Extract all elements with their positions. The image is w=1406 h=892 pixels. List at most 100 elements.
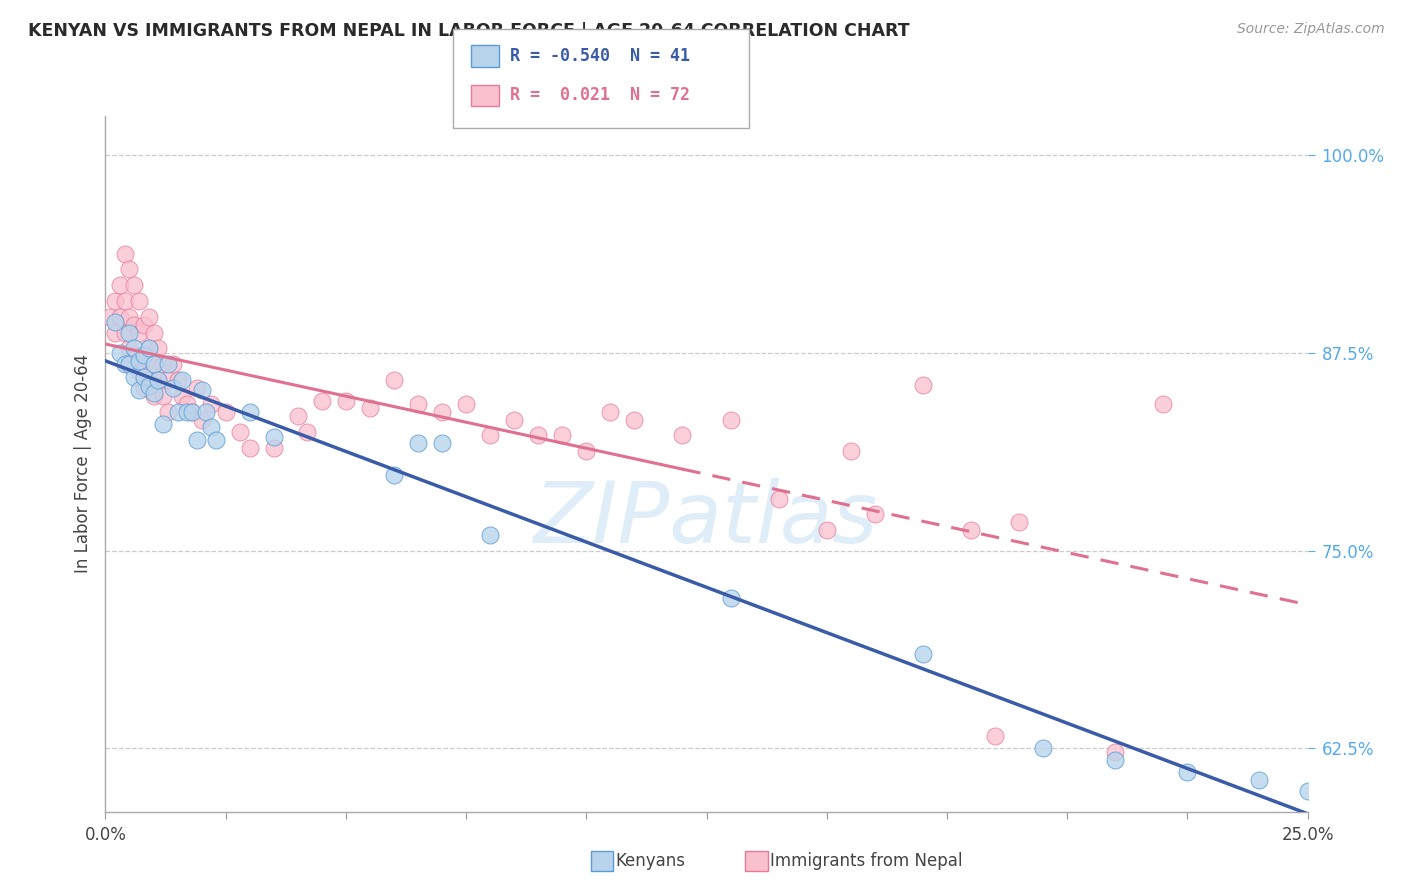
Point [671,428,693,442]
Point [162,381,184,395]
Point [124,278,146,293]
Point [229,425,252,440]
Point [108,346,131,360]
Point [186,433,208,447]
Point [128,354,150,368]
Point [114,326,136,340]
Point [551,428,574,442]
Point [911,377,934,392]
Point [166,404,188,418]
Text: Immigrants from Nepal: Immigrants from Nepal [770,852,963,870]
Point [768,491,790,506]
Text: KENYAN VS IMMIGRANTS FROM NEPAL IN LABOR FORCE | AGE 20-64 CORRELATION CHART: KENYAN VS IMMIGRANTS FROM NEPAL IN LABOR… [28,22,910,40]
Point [114,246,136,260]
Point [503,412,526,426]
Point [172,389,194,403]
Point [205,433,228,447]
Point [839,444,862,458]
Point [118,357,141,371]
Point [152,389,174,403]
Point [863,508,886,522]
Point [1152,397,1174,411]
Point [152,417,174,432]
Point [138,342,160,356]
Y-axis label: In Labor Force | Age 20-64: In Labor Force | Age 20-64 [73,354,91,574]
Point [479,428,502,442]
Point [1032,741,1054,756]
Point [172,373,194,387]
Point [263,430,285,444]
Point [138,379,160,393]
Point [382,373,405,387]
Point [128,293,150,308]
Point [1249,773,1271,788]
Point [156,404,179,418]
Point [287,409,309,424]
Point [142,326,165,340]
Point [124,369,146,384]
Point [1008,516,1031,530]
Point [200,397,222,411]
Point [124,342,146,356]
Text: R = -0.540  N = 41: R = -0.540 N = 41 [510,47,690,65]
Point [162,357,184,371]
Point [114,293,136,308]
Text: ZIPatlas: ZIPatlas [534,478,879,561]
Point [128,383,150,397]
Point [108,310,131,324]
Point [148,373,170,387]
Point [195,404,218,418]
Point [156,357,179,371]
Point [181,404,204,418]
Point [118,262,141,277]
Point [430,404,453,418]
Point [118,310,141,324]
Point [132,348,155,362]
Point [128,326,150,340]
Point [297,425,319,440]
Point [1104,745,1126,759]
Point [190,412,212,426]
Text: Kenyans: Kenyans [616,852,686,870]
Point [118,326,141,340]
Point [960,523,983,537]
Point [132,357,155,371]
Point [176,397,198,411]
Point [214,404,236,418]
Text: Source: ZipAtlas.com: Source: ZipAtlas.com [1237,22,1385,37]
Point [138,373,160,387]
Point [359,401,381,416]
Point [430,436,453,450]
Point [239,441,262,455]
Point [104,314,127,328]
Point [176,404,198,418]
Point [575,444,598,458]
Point [186,381,208,395]
Point [148,342,170,356]
Point [98,310,121,324]
Point [114,357,136,371]
Point [142,357,165,371]
Point [720,412,742,426]
Point [911,647,934,661]
Point [152,357,174,371]
Point [479,528,502,542]
Point [166,373,188,387]
Point [1104,752,1126,766]
Point [200,420,222,434]
Point [124,349,146,363]
Point [406,397,429,411]
Point [142,385,165,400]
Point [142,357,165,371]
Point [128,365,150,379]
Point [156,373,179,387]
Point [1175,765,1198,780]
Point [124,318,146,332]
Point [104,326,127,340]
Text: R =  0.021  N = 72: R = 0.021 N = 72 [510,87,690,104]
Point [118,342,141,356]
Point [104,293,127,308]
Point [527,428,550,442]
Point [263,441,285,455]
Point [382,467,405,482]
